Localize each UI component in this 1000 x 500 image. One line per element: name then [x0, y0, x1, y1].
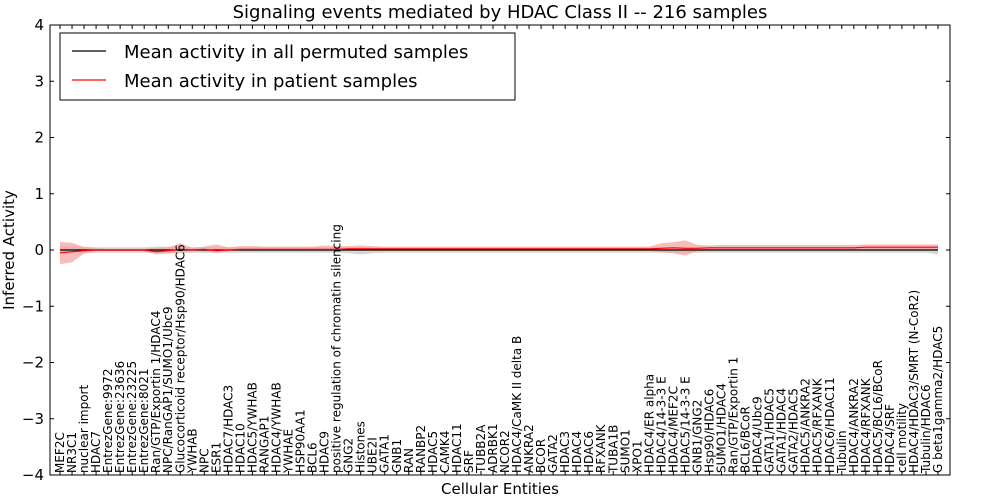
y-axis-label: Inferred Activity	[0, 190, 18, 310]
x-tick-label: G beta1gamma2/HDAC5	[931, 326, 945, 473]
x-tick-label: cell motility	[895, 403, 909, 473]
legend-label-permuted: Mean activity in all permuted samples	[124, 42, 468, 63]
x-tick-label: SUMO1/HDAC4	[715, 383, 729, 473]
x-tick-label: BCL6/BCoR	[739, 406, 753, 473]
y-tick-label: −3	[22, 410, 44, 428]
y-tick-label: 4	[34, 16, 44, 34]
x-axis-label: Cellular Entities	[441, 480, 559, 498]
x-tick-label: GNG2	[342, 438, 356, 473]
x-tick-label: HDAC5/RFXANK	[811, 377, 825, 473]
x-tick-label: GATA1/HDAC4	[775, 388, 789, 473]
x-tick-label: HDAC6/HDAC11	[823, 377, 837, 473]
x-tick-label: HDAC4/ER alpha	[642, 374, 656, 473]
y-tick-label: −1	[22, 297, 44, 315]
x-tick-label: ADRBK1	[486, 423, 500, 473]
x-tick-label: RANBP2	[414, 425, 428, 473]
x-tick-label: HDAC4/YWHAB	[270, 382, 284, 473]
x-tick-label: Ran/GTP/Exportin 1	[727, 357, 741, 473]
x-tick-label: GNB1/GNG2	[691, 400, 705, 473]
x-tick-label: GNB1	[390, 439, 404, 473]
x-tick-label: HDAC4/Ubc9	[751, 396, 765, 473]
x-tick-label: RFXANK	[594, 423, 608, 473]
y-tick-label: 0	[34, 241, 44, 259]
y-tick-label: 2	[34, 129, 44, 147]
x-tick-label: HDAC4/MEF2C	[666, 386, 680, 473]
x-tick-label: YWHAE	[282, 429, 296, 474]
x-tick-label: GATA2	[546, 434, 560, 473]
x-tick-label: NPC	[197, 448, 211, 473]
x-tick-label: TUBA1B	[606, 425, 620, 474]
x-tick-label: RAN	[402, 448, 416, 473]
x-tick-label: Glucocorticoid receptor/Hsp90/HDAC6	[173, 244, 187, 473]
x-tick-label: EntrezGene:9972	[101, 368, 115, 473]
x-tick-label: SRF	[462, 450, 476, 473]
x-tick-label: Ran/GTP/Exportin 1/HDAC4	[149, 311, 163, 473]
patient-mean-line	[59, 246, 938, 254]
x-tick-label: TUBB2A	[474, 424, 488, 474]
x-tick-label: HDAC7/HDAC3	[221, 385, 235, 473]
x-tick-label: MEF2C	[53, 432, 67, 473]
x-tick-label: HDAC5/BCL6/BCoR	[871, 360, 885, 473]
x-tick-label: HDAC4/ANKRA2	[847, 378, 861, 473]
x-tick-label: XPO1	[630, 440, 644, 473]
x-tick-label: HDAC5	[426, 431, 440, 473]
x-tick-label: UBE2I	[366, 437, 380, 473]
legend-box	[59, 32, 516, 101]
x-tick-label: HDAC9	[318, 431, 332, 473]
y-tick-label: −4	[22, 466, 44, 484]
x-tick-label: CAMK4	[438, 431, 452, 473]
plot-frame	[49, 24, 951, 476]
x-tick-label: NCOR2	[498, 430, 512, 473]
x-tick-label: Hsp90/HDAC6	[703, 389, 717, 473]
x-tick-label: HDAC11	[450, 423, 464, 473]
x-tick-label: Histones	[354, 421, 368, 473]
series-lines	[59, 246, 938, 254]
x-tick-label: ANKRA2	[522, 424, 536, 473]
y-tick-label: −2	[22, 354, 44, 372]
x-tick-label: EntrezGene:8021	[137, 369, 151, 474]
legend-label-patient: Mean activity in patient samples	[124, 71, 418, 92]
x-tick-label: EntrezGene:23636	[113, 361, 127, 473]
x-tick-label: GATA2/HDAC5	[787, 388, 801, 473]
x-tick-label: HDAC4	[570, 431, 584, 473]
x-tick-label: nuclear import	[77, 385, 91, 474]
x-tick-label: BCL6	[306, 442, 320, 473]
x-tick-label: HDAC5/ANKRA2	[799, 378, 813, 473]
x-tick-label: HDAC6	[582, 431, 596, 473]
x-tick-label: ESR1	[209, 442, 223, 473]
x-tick-label: Tubulin	[835, 430, 849, 474]
x-tick-label: NPC/RanGAP1/SUMO1/Ubc9	[161, 306, 175, 473]
x-tick-label: HSP90AA1	[294, 409, 308, 473]
x-tick-label: HDAC5/14-3-3 E	[678, 376, 692, 473]
y-tick-label: 1	[34, 185, 44, 203]
x-tick-label: HDAC4/RFXANK	[859, 377, 873, 473]
x-tick-label: BCOR	[534, 439, 548, 473]
x-tick-label: GATA1/HDAC5	[763, 388, 777, 473]
x-tick-label: YWHAB	[185, 428, 199, 474]
x-tick-label: HDAC5/YWHAB	[245, 382, 259, 473]
x-tick-label: HDAC4/CaMK II delta B	[510, 336, 524, 473]
x-tick-label: SUMO1	[618, 429, 632, 473]
x-tick-label: HDAC4/SRF	[883, 404, 897, 473]
chart-title: Signaling events mediated by HDAC Class …	[233, 2, 768, 23]
x-tick-label: GATA1	[378, 434, 392, 473]
x-tick-label: positive regulation of chromatin silenci…	[330, 224, 344, 473]
y-tick-label: 3	[34, 72, 44, 90]
patient-band	[60, 240, 938, 265]
x-tick-label: EntrezGene:23225	[125, 361, 139, 473]
x-tick-label: Tubulin/HDAC6	[919, 384, 933, 474]
x-tick-label: HDAC3	[558, 431, 572, 473]
x-tick-label: HDAC10	[233, 423, 247, 473]
legend: Mean activity in all permuted samples Me…	[59, 32, 516, 101]
x-tick-label: NR3C1	[65, 432, 79, 473]
x-tick-label: HDAC7	[89, 431, 103, 473]
x-tick-label: HDAC4/HDAC3/SMRT (N-CoR2)	[907, 290, 921, 473]
x-tick-label: HDAC4/14-3-3 E	[654, 376, 668, 473]
x-tick-label: RANGAP1	[258, 416, 272, 473]
y-axis: 4 3 2 1 0 −1 −2 −3 −4	[22, 16, 950, 484]
